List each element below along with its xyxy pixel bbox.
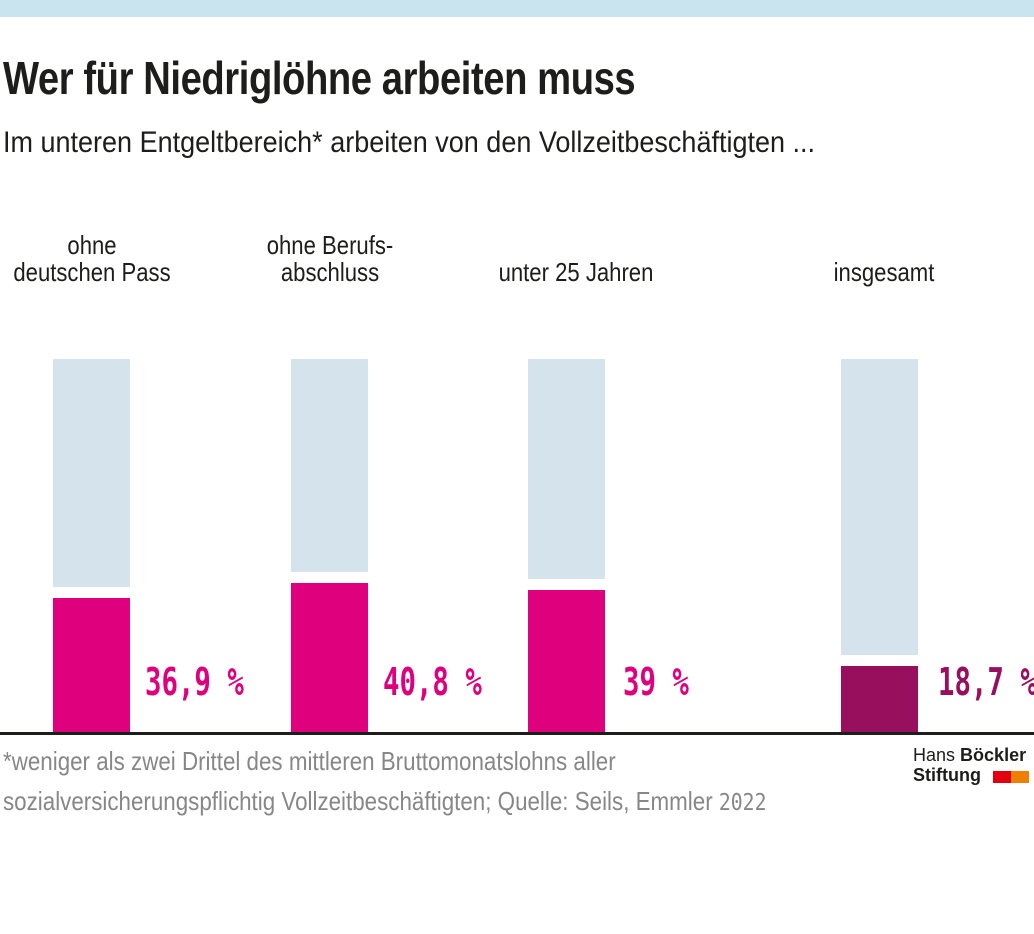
footnote-line2: sozialversicherungspflichtig Vollzeitbes… bbox=[3, 786, 713, 816]
logo-orange-block bbox=[1010, 771, 1029, 783]
logo-stiftung: Stiftung bbox=[913, 765, 981, 785]
baseline-axis bbox=[0, 732, 1034, 735]
logo-name-regular: Hans bbox=[913, 745, 956, 765]
value-label: 39 % bbox=[623, 660, 689, 704]
bar-track bbox=[528, 359, 605, 579]
category-label-ohne-deutschen-pass: ohne deutschen Pass bbox=[13, 230, 171, 287]
bar-track bbox=[53, 359, 130, 587]
top-accent-strip bbox=[0, 0, 1034, 17]
footnote-line1: *weniger als zwei Drittel des mittleren … bbox=[3, 746, 616, 776]
value-label: 36,9 % bbox=[145, 660, 244, 704]
value-label: 40,8 % bbox=[383, 660, 482, 704]
category-label-ohne-berufsabschluss: ohne Berufs- abschluss bbox=[266, 230, 394, 287]
logo-line2: Stiftung bbox=[913, 766, 1029, 785]
footnote-source: *weniger als zwei Drittel des mittleren … bbox=[3, 741, 767, 823]
bar-fill-ohne-berufsabschluss bbox=[291, 583, 368, 733]
hans-boeckler-stiftung-logo: Hans Böckler Stiftung bbox=[913, 746, 1029, 785]
category-label-insgesamt: insgesamt bbox=[833, 257, 935, 287]
logo-red-block bbox=[992, 771, 1011, 783]
page-subtitle: Im unteren Entgeltbereich* arbeiten von … bbox=[3, 126, 816, 159]
bar-track bbox=[291, 359, 368, 572]
page-title: Wer für Niedriglöhne arbeiten muss bbox=[3, 52, 636, 104]
bar-fill-unter-25-jahren bbox=[528, 590, 605, 733]
category-labels-row: ohne deutschen Pass ohne Berufs- abschlu… bbox=[0, 228, 1034, 286]
bar-fill-insgesamt bbox=[841, 666, 918, 733]
value-label: 18,7 % bbox=[938, 660, 1034, 704]
bar-track bbox=[841, 359, 918, 655]
source-year: 2022 bbox=[718, 790, 767, 816]
logo-line1: Hans Böckler bbox=[913, 746, 1029, 765]
bar-fill-ohne-deutschen-pass bbox=[53, 598, 130, 733]
category-label-unter-25-jahren: unter 25 Jahren bbox=[498, 257, 654, 287]
logo-name-bold: Böckler bbox=[960, 745, 1027, 765]
